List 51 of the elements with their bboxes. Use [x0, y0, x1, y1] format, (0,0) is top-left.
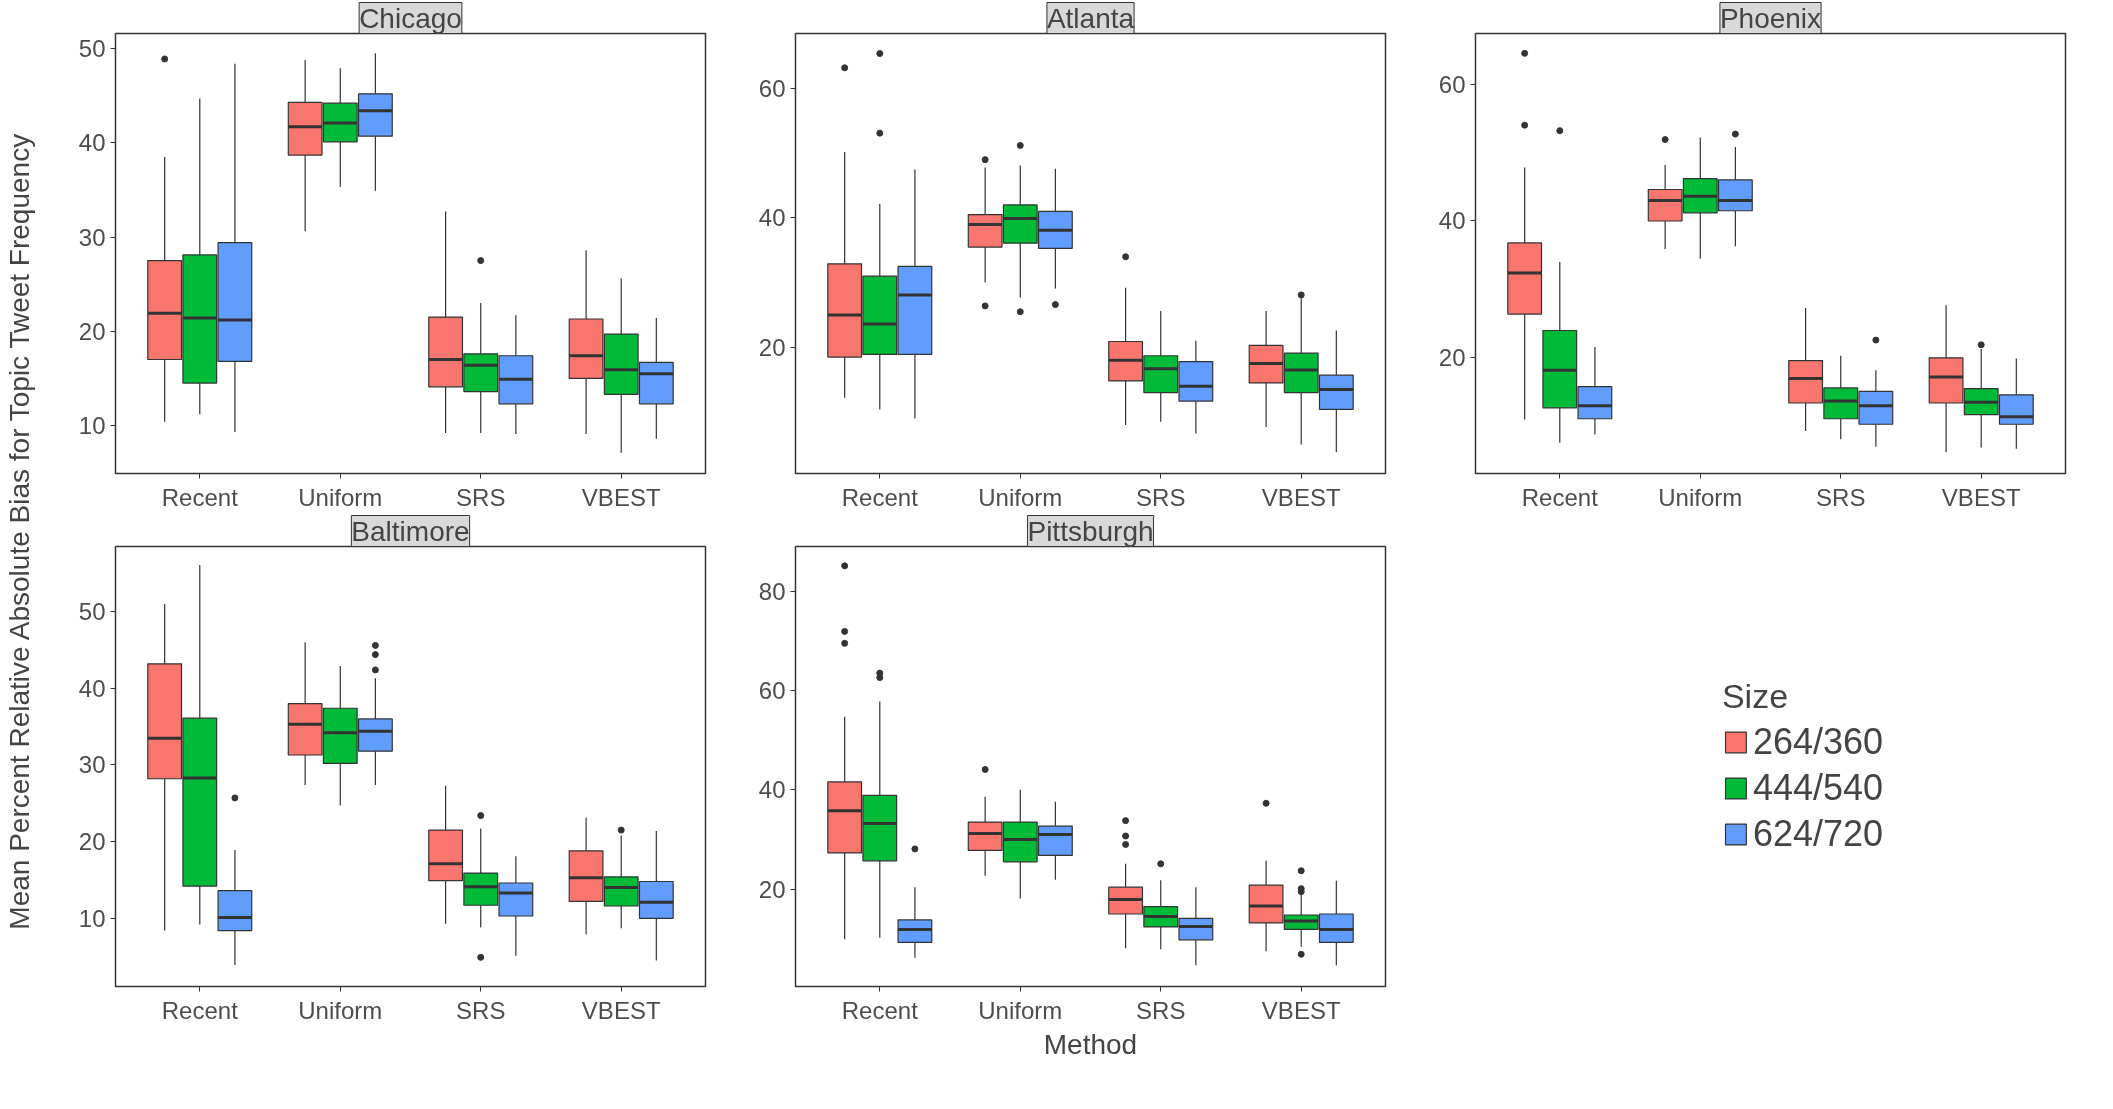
x-tick-label: SRS	[456, 996, 506, 1024]
legend-label: 444/540	[1752, 767, 1884, 809]
y-tick-label: 40	[78, 674, 106, 702]
legend-title: Size	[1721, 677, 1790, 716]
y-tick-label: 30	[78, 751, 106, 779]
y-tick-label: 40	[1438, 207, 1466, 235]
x-tick-label: VBEST	[1941, 483, 2021, 511]
y-tick-label: 20	[758, 875, 786, 903]
x-tick-label: SRS	[1816, 483, 1866, 511]
x-tick-label: Uniform	[978, 483, 1063, 511]
x-tick-label: Recent	[841, 996, 919, 1024]
y-tick-label: 30	[78, 223, 106, 251]
chart-title: Chicago	[359, 2, 462, 34]
y-tick-label: 10	[78, 411, 106, 439]
x-tick-label: VBEST	[581, 483, 661, 511]
y-tick-label: 80	[758, 577, 786, 605]
x-tick-label: Uniform	[1658, 483, 1743, 511]
x-tick-label: Uniform	[298, 996, 383, 1024]
x-tick-label: Uniform	[298, 483, 383, 511]
y-tick-label: 20	[758, 333, 786, 361]
chart-title: Atlanta	[1046, 2, 1135, 34]
y-tick-label: 60	[758, 75, 786, 102]
y-tick-label: 50	[78, 598, 106, 626]
x-tick-label: SRS	[456, 483, 506, 511]
chart-title: Phoenix	[1719, 2, 1822, 34]
x-tick-label: SRS	[1136, 483, 1186, 511]
y-tick-label: 20	[1438, 344, 1466, 372]
y-tick-label: 20	[78, 828, 106, 856]
chart-title: Pittsburgh	[1027, 515, 1154, 547]
x-tick-label: VBEST	[1261, 996, 1341, 1024]
y-tick-label: 60	[1438, 70, 1466, 98]
y-tick-label: 60	[758, 677, 786, 705]
y-tick-label: 40	[758, 776, 786, 804]
y-tick-label: 10	[78, 904, 106, 932]
x-tick-label: Uniform	[978, 996, 1063, 1024]
legend-label: 624/720	[1752, 813, 1884, 855]
y-tick-label: 20	[78, 317, 106, 345]
y-tick-label: 40	[758, 204, 786, 232]
x-tick-label: Recent	[1521, 483, 1599, 511]
x-tick-label: VBEST	[581, 996, 661, 1024]
x-tick-label: Recent	[161, 483, 239, 511]
x-tick-label: Recent	[161, 996, 239, 1024]
x-tick-label: VBEST	[1261, 483, 1341, 511]
legend-label: 264/360	[1752, 721, 1884, 763]
x-tick-label: Recent	[841, 483, 919, 511]
chart-title: Baltimore	[351, 515, 470, 547]
y-tick-label: 50	[78, 35, 106, 63]
y-axis-title: Mean Percent Relative Absolute Bias for Topic Tweet Frequency	[3, 133, 35, 930]
x-tick-label: SRS	[1136, 996, 1186, 1024]
x-axis-title: Method	[1043, 1028, 1138, 1060]
y-tick-label: 40	[78, 129, 106, 157]
